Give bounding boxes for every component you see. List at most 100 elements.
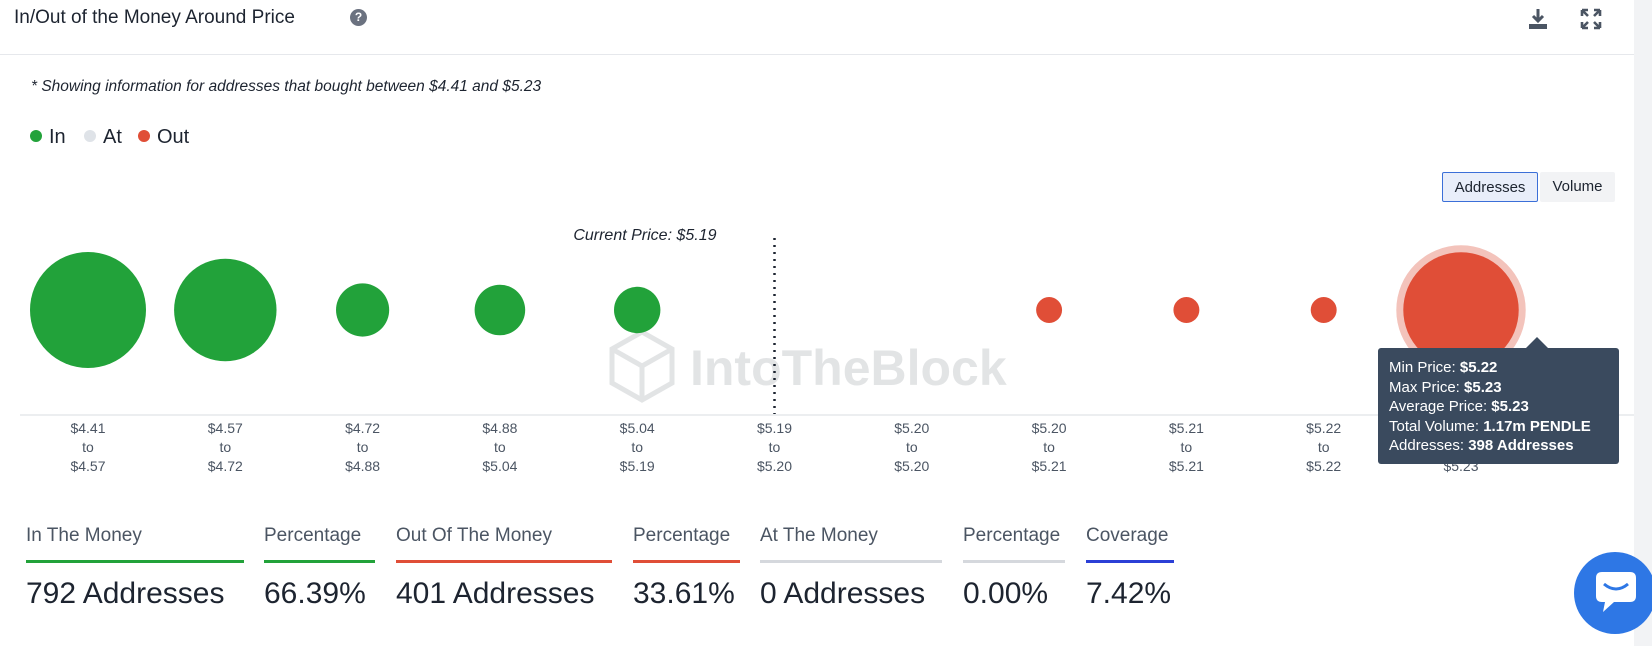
x-tick-connector: to <box>1318 439 1330 455</box>
tooltip-row-volume: Total Volume: 1.17m PENDLE <box>1389 417 1619 437</box>
x-tick-label: $4.41 <box>70 420 105 436</box>
stat-out-of-the-money: Out Of The Money 401 Addresses <box>396 525 612 610</box>
stat-label: Percentage <box>264 525 362 546</box>
x-tick-label: $5.20 <box>894 420 929 436</box>
stat-label: At The Money <box>760 525 878 546</box>
stat-underline <box>26 560 244 563</box>
tooltip-value: 398 Addresses <box>1468 437 1574 454</box>
tooltip-row-max: Max Price: $5.23 <box>1389 378 1619 398</box>
stat-label: In The Money <box>26 525 142 546</box>
x-tick-connector: to <box>906 439 918 455</box>
x-tick-connector: to <box>1043 439 1055 455</box>
download-icon[interactable] <box>1525 6 1551 32</box>
chat-icon <box>1596 572 1636 612</box>
legend-label-at: At <box>103 126 122 148</box>
x-tick-label: $5.04 <box>482 458 517 474</box>
tooltip-value: $5.22 <box>1459 359 1498 376</box>
question-icon[interactable]: ? <box>350 9 367 26</box>
bubble-out[interactable] <box>1310 297 1337 323</box>
bubble-out[interactable] <box>1173 297 1200 323</box>
tooltip-label: Addresses: <box>1389 437 1469 454</box>
bubble-in[interactable] <box>30 252 146 368</box>
x-axis-labels: $4.41 to $4.57 $4.57 to $4.72 $4.72 to $4.88 $4.8… <box>70 420 1478 474</box>
stat-underline <box>1086 560 1174 563</box>
tooltip-row-addresses: Addresses: 398 Addresses <box>1389 436 1619 456</box>
x-tick-connector: to <box>357 439 369 455</box>
x-tick-connector: to <box>769 439 781 455</box>
stat-value: 0.00% <box>963 577 1049 610</box>
watermark-text: IntoTheBlock <box>690 340 1007 396</box>
watermark: IntoTheBlock <box>609 329 1007 403</box>
stat-underline <box>396 560 612 563</box>
x-tick-label: $4.88 <box>482 420 517 436</box>
addresses-toggle-button[interactable]: Addresses <box>1442 172 1538 202</box>
bubbles-layer <box>30 245 1526 375</box>
stats-panel: In The Money 792 Addresses Percentage 66… <box>0 525 1200 615</box>
x-tick-label: $5.19 <box>620 458 655 474</box>
x-tick-label: $5.20 <box>757 458 792 474</box>
legend-item-at[interactable]: At <box>84 126 122 149</box>
x-tick-connector: to <box>1181 439 1193 455</box>
stat-label: Percentage <box>633 525 731 546</box>
x-tick-label: $4.57 <box>208 420 243 436</box>
stat-out-percentage: Percentage 33.61% <box>633 525 740 610</box>
stat-value: 66.39% <box>264 577 366 610</box>
stat-underline <box>760 560 942 563</box>
volume-toggle-button[interactable]: Volume <box>1540 172 1615 202</box>
legend-label-out: Out <box>157 126 190 148</box>
card-title: In/Out of the Money Around Price <box>14 7 295 28</box>
bubble-in[interactable] <box>474 284 526 336</box>
expand-icon[interactable] <box>1578 6 1604 32</box>
stat-value: 7.42% <box>1086 577 1172 610</box>
tooltip-label: Min Price: <box>1389 359 1460 376</box>
watermark-logo-icon <box>609 329 675 403</box>
stat-underline <box>264 560 375 563</box>
stat-at-the-money: At The Money 0 Addresses <box>760 525 942 610</box>
x-tick-connector: to <box>494 439 506 455</box>
stat-in-the-money: In The Money 792 Addresses <box>26 525 244 610</box>
x-tick-label: $4.72 <box>345 420 380 436</box>
stat-underline <box>963 560 1065 563</box>
legend-item-out[interactable]: Out <box>138 126 189 149</box>
bubble-out[interactable] <box>1036 297 1063 323</box>
legend-swatch-out <box>138 129 150 142</box>
chat-button[interactable] <box>1574 552 1652 634</box>
x-tick-label: $5.04 <box>620 420 655 436</box>
x-tick-connector: to <box>631 439 643 455</box>
stat-label: Percentage <box>963 525 1061 546</box>
x-tick-label: $5.20 <box>1032 420 1067 436</box>
range-note: * Showing information for addresses that… <box>31 78 542 95</box>
card-header: In/Out of the Money Around Price ? <box>0 0 1634 55</box>
stat-value: 401 Addresses <box>396 577 595 610</box>
tooltip-value: $5.23 <box>1464 378 1502 396</box>
x-tick-label: $4.57 <box>70 458 105 474</box>
stat-value: 0 Addresses <box>760 577 926 610</box>
bubble-out[interactable] <box>1403 252 1519 368</box>
stat-value: 792 Addresses <box>26 577 225 610</box>
bubble-in[interactable] <box>174 258 277 362</box>
stat-label: Coverage <box>1086 525 1169 546</box>
current-price-label: Current Price: $5.19 <box>573 227 716 244</box>
legend-label-in: In <box>49 126 66 148</box>
tooltip-arrow <box>1526 337 1548 348</box>
tooltip-label: Average Price: <box>1389 398 1492 415</box>
x-tick-label: $5.21 <box>1169 458 1204 474</box>
x-tick-label: $4.72 <box>208 458 243 474</box>
stat-coverage: Coverage 7.42% <box>1086 525 1174 610</box>
stat-at-percentage: Percentage 0.00% <box>963 525 1065 610</box>
x-tick-label: $5.21 <box>1032 458 1067 474</box>
x-tick-label: $5.19 <box>757 420 792 436</box>
tooltip-row-min: Min Price: $5.22 <box>1389 358 1619 378</box>
bubble-chart: IntoTheBlock $4.41to$4.57$4.57to$4.72$4.… <box>20 227 1634 474</box>
legend-swatch-in <box>30 129 42 142</box>
legend-item-in[interactable]: In <box>30 126 66 149</box>
bubble-in[interactable] <box>614 286 661 334</box>
bubble-in[interactable] <box>336 283 390 337</box>
x-tick-label: $4.88 <box>345 458 380 474</box>
stat-label: Out Of The Money <box>396 525 552 546</box>
tooltip-row-average: Average Price: $5.23 <box>1389 397 1619 417</box>
tooltip-value: 1.17m PENDLE <box>1483 417 1591 435</box>
x-tick-connector: to <box>82 439 94 455</box>
x-tick-label: $5.22 <box>1306 458 1341 474</box>
